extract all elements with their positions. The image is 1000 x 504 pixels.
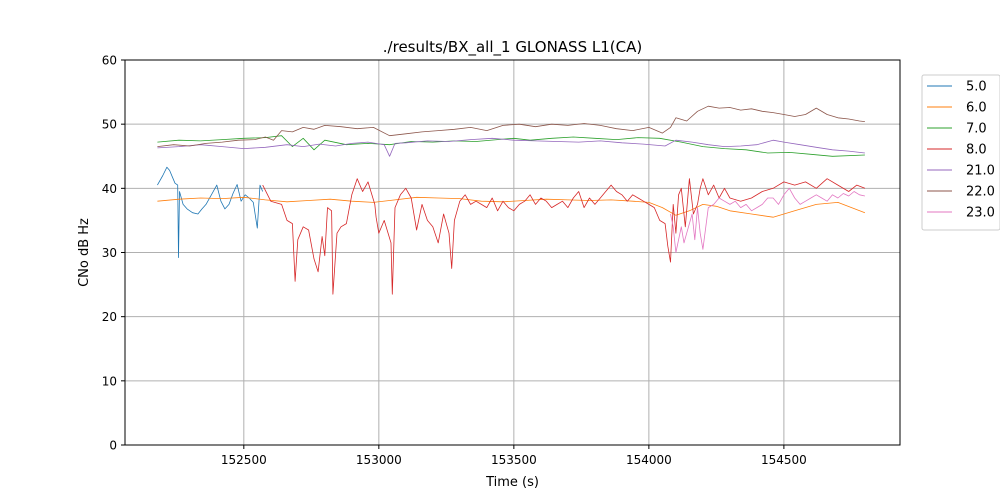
legend-label: 6.0 bbox=[966, 101, 987, 116]
series-line-8.0 bbox=[262, 178, 866, 295]
x-tick-label: 154500 bbox=[761, 453, 807, 467]
x-tick-label: 153500 bbox=[491, 453, 537, 467]
x-axis-label: Time (s) bbox=[485, 475, 539, 490]
series-line-22.0 bbox=[157, 105, 865, 147]
legend-label: 5.0 bbox=[966, 80, 987, 95]
series-layer bbox=[157, 105, 866, 295]
series-line-23.0 bbox=[670, 187, 865, 253]
legend-label: 22.0 bbox=[966, 185, 995, 200]
legend: 5.0 6.0 7.0 8.0 21.0 22.0 23.0 bbox=[921, 74, 1000, 231]
x-tick-label: 153000 bbox=[356, 453, 402, 467]
y-tick-label: 10 bbox=[102, 374, 117, 388]
y-tick-label: 60 bbox=[102, 54, 117, 68]
y-tick-label: 0 bbox=[109, 439, 117, 453]
y-tick-label: 30 bbox=[102, 246, 117, 260]
series-line-7.0 bbox=[157, 135, 865, 157]
legend-label: 21.0 bbox=[966, 164, 995, 179]
series-line-21.0 bbox=[157, 137, 865, 157]
series-line-5.0 bbox=[157, 166, 264, 259]
legend-label: 8.0 bbox=[966, 143, 987, 158]
y-tick-label: 50 bbox=[102, 118, 117, 132]
y-tick-label: 20 bbox=[102, 310, 117, 324]
chart-title: ./results/BX_all_1 GLONASS L1(CA) bbox=[383, 38, 642, 57]
series-line-6.0 bbox=[157, 196, 866, 218]
legend-label: 7.0 bbox=[966, 122, 987, 137]
y-axis-label: CNo dB Hz bbox=[77, 218, 92, 287]
ticks-layer: 152500 153000 153500 154000 154500 0 10 20 30 40 5… bbox=[102, 54, 807, 468]
y-tick-label: 40 bbox=[102, 182, 117, 196]
x-tick-label: 154000 bbox=[626, 453, 672, 467]
x-tick-label: 152500 bbox=[221, 453, 267, 467]
legend-label: 23.0 bbox=[966, 206, 995, 221]
